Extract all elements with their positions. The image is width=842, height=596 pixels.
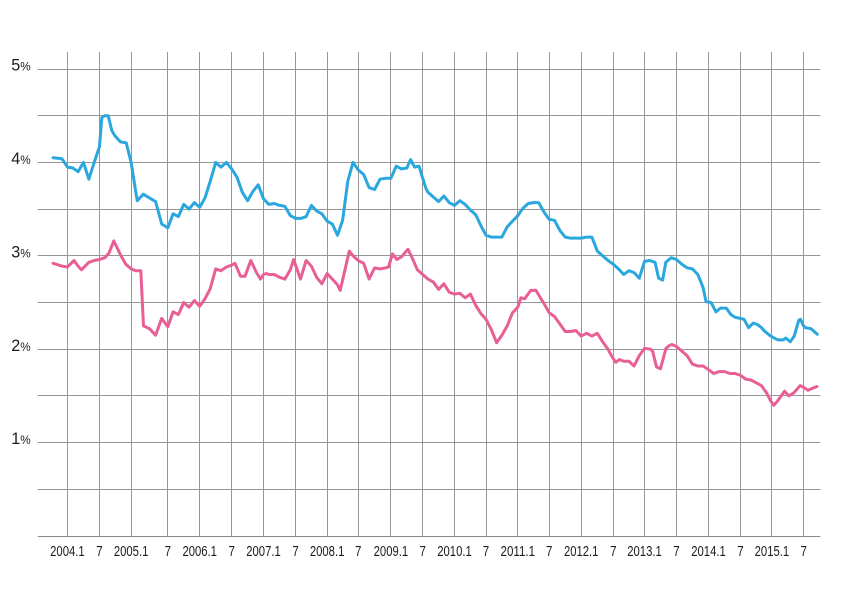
svg-text:7: 7 bbox=[546, 543, 552, 560]
svg-text:2012.1: 2012.1 bbox=[564, 543, 599, 560]
svg-text:2007.1: 2007.1 bbox=[246, 543, 281, 560]
svg-text:7: 7 bbox=[292, 543, 298, 560]
svg-text:7: 7 bbox=[165, 543, 171, 560]
svg-text:1%: 1% bbox=[11, 430, 30, 448]
svg-text:2014.1: 2014.1 bbox=[691, 543, 726, 560]
svg-text:2006.1: 2006.1 bbox=[182, 543, 217, 560]
svg-text:7: 7 bbox=[801, 543, 807, 560]
svg-text:2%: 2% bbox=[11, 337, 30, 355]
svg-text:5%: 5% bbox=[11, 57, 30, 75]
svg-text:7: 7 bbox=[355, 543, 361, 560]
svg-text:2011.1: 2011.1 bbox=[501, 543, 536, 560]
svg-text:4%: 4% bbox=[11, 150, 30, 168]
svg-text:7: 7 bbox=[96, 543, 102, 560]
svg-text:7: 7 bbox=[737, 543, 743, 560]
svg-text:2004.1: 2004.1 bbox=[50, 543, 85, 560]
svg-text:7: 7 bbox=[610, 543, 616, 560]
svg-text:7: 7 bbox=[420, 543, 426, 560]
svg-text:3%: 3% bbox=[11, 243, 30, 261]
svg-text:7: 7 bbox=[673, 543, 679, 560]
svg-text:2008.1: 2008.1 bbox=[310, 543, 345, 560]
svg-text:2015.1: 2015.1 bbox=[755, 543, 790, 560]
svg-text:7: 7 bbox=[483, 543, 489, 560]
svg-text:2009.1: 2009.1 bbox=[374, 543, 409, 560]
svg-text:7: 7 bbox=[229, 543, 235, 560]
svg-text:2010.1: 2010.1 bbox=[437, 543, 472, 560]
svg-text:2013.1: 2013.1 bbox=[627, 543, 662, 560]
svg-text:2005.1: 2005.1 bbox=[114, 543, 149, 560]
